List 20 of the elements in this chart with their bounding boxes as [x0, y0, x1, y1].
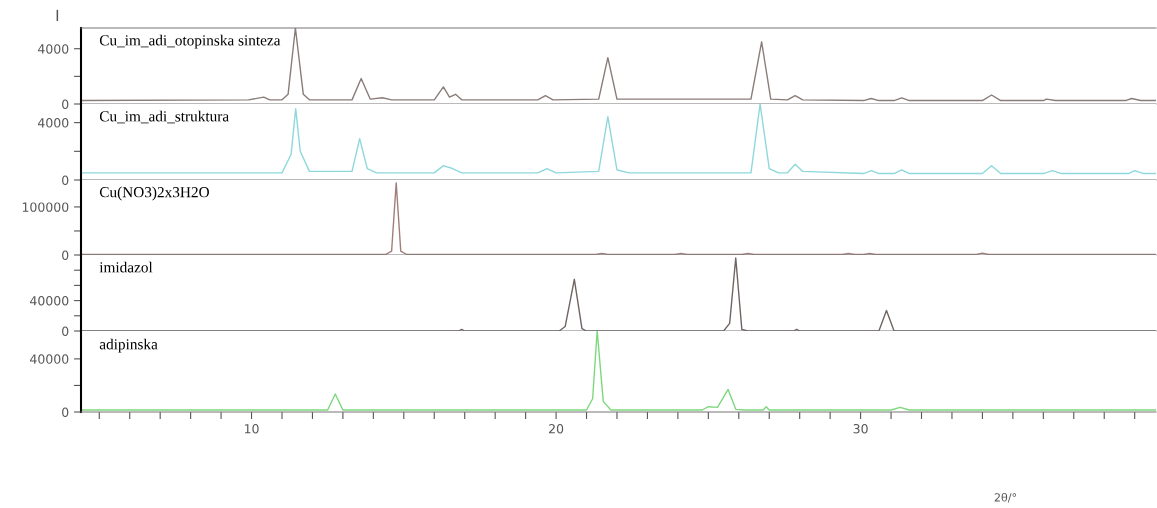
x-axis-title: 2θ/° [994, 492, 1017, 503]
y-tick-label: 40000 [30, 354, 69, 364]
y-tick-label: 0 [62, 175, 69, 185]
text: adipinska [99, 338, 158, 353]
text: Cu_im_adi_struktura [99, 110, 229, 124]
x-tick-label: 30 [853, 424, 868, 434]
y-tick-label: 0 [62, 99, 69, 109]
y-tick-label: 4000 [37, 44, 69, 54]
y-tick-label: 0 [62, 326, 69, 336]
y-tick-label: 0 [62, 250, 69, 260]
series-label: Cu_im_adi_otopinska sinteza [99, 34, 281, 49]
y-tick-label: 100000 [22, 202, 69, 212]
y-axis-title: I [56, 9, 59, 22]
text: imidazol [99, 261, 153, 273]
x-tick-label: 10 [244, 424, 259, 434]
text: Cu(NO3)2x3H2O [99, 186, 209, 201]
x-tick-label: 20 [549, 424, 564, 434]
y-tick-label: 0 [62, 407, 69, 417]
y-tick-label: 4000 [37, 118, 69, 128]
y-tick-label: 40000 [30, 296, 69, 306]
